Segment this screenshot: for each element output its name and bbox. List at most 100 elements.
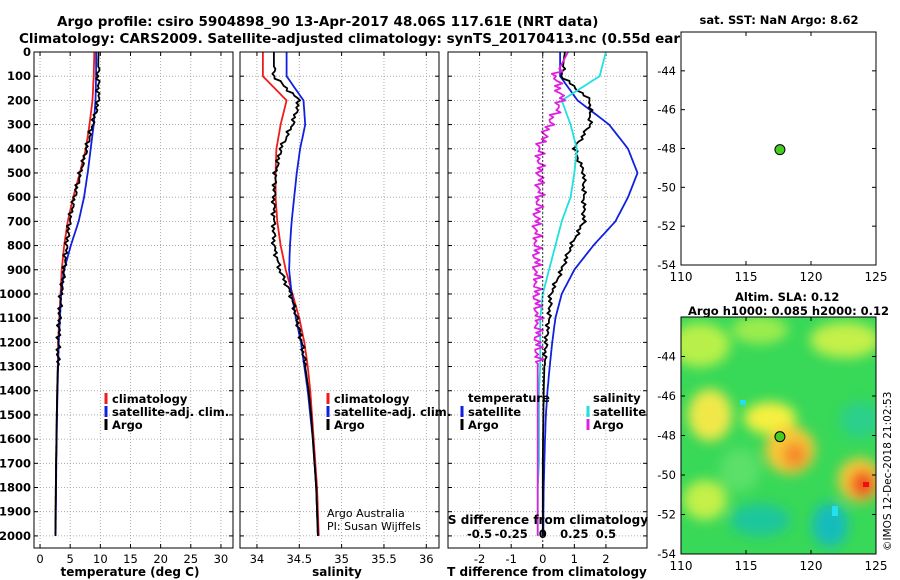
- y-tick-label: 700: [7, 214, 31, 228]
- legend-label-t-satellite: satellite: [468, 405, 521, 419]
- s-difference-axis: -0.5 -0.25 0 0.25 0.5: [467, 527, 616, 541]
- x-tick-label: 10: [93, 552, 108, 566]
- pressure-axis: 0 100 200 300 400 500 600 700 800 900 1000 1100 1200…: [0, 45, 31, 543]
- s-difference-tick-label: 0.5: [596, 527, 616, 541]
- lat-tick-label: -52: [657, 508, 676, 522]
- figure-title-line2: Climatology: CARS2009. Satellite-adjuste…: [19, 31, 711, 47]
- lon-tick-label: 120: [800, 559, 823, 573]
- lat-tick-label: -48: [657, 142, 676, 156]
- x-tick-label: -1: [505, 552, 516, 566]
- temperature-lines: [54, 52, 101, 536]
- lon-tick-label: 125: [865, 559, 888, 573]
- legend-label-argo: Argo: [334, 418, 365, 432]
- s-difference-tick-label: 0: [539, 527, 547, 541]
- x-tick-label: 0: [539, 552, 546, 566]
- figure-title-line1: Argo profile: csiro 5904898_90 13-Apr-20…: [57, 14, 598, 30]
- salinity-legend: climatology satellite-adj. clim. Argo: [326, 392, 451, 432]
- timestamp-watermark: ©IMOS 12-Dec-2018 21:02:53: [882, 392, 894, 551]
- lat-tick-label: -54: [657, 258, 676, 272]
- legend-label-s-argo: Argo: [593, 418, 624, 432]
- x-tick-label: 25: [183, 552, 198, 566]
- y-tick-label: 800: [7, 239, 31, 253]
- legend-heading-salinity: salinity: [593, 391, 641, 405]
- salinity-frame: [239, 51, 440, 549]
- y-tick-label: 1200: [0, 335, 31, 349]
- t-difference-axis: -2 -1 0 1 2: [474, 552, 610, 566]
- sla-map-panel: Altim. SLA: 0.12 Argo h1000: 0.085 h2000…: [657, 290, 894, 573]
- sla-low-patch: [740, 400, 746, 405]
- legend-heading-temperature: temperature: [468, 391, 550, 405]
- x-tick-label: -2: [474, 552, 485, 566]
- sla-axes: 110 115 120 125 -44 -46 -48 -50 -52 -54: [657, 317, 887, 573]
- y-tick-label: 1800: [0, 481, 31, 495]
- temperature-grid: [34, 51, 233, 548]
- y-tick-label: 1100: [0, 311, 31, 325]
- x-tick-label: 34.5: [286, 552, 312, 566]
- sla-title-line2: Argo h1000: 0.085 h2000: 0.12: [688, 304, 889, 318]
- y-tick-label: 400: [7, 142, 31, 156]
- lat-tick-label: -44: [657, 350, 676, 364]
- x-tick-label: 15: [123, 552, 138, 566]
- series-line-argo: [54, 52, 101, 536]
- lon-tick-label: 115: [735, 559, 758, 573]
- t-difference-xlabel: T difference from climatology: [447, 565, 647, 579]
- temperature-axis: 0 5 10 15 20 25 30: [36, 552, 228, 566]
- y-tick-label: 1600: [0, 432, 31, 446]
- sst-title: sat. SST: NaN Argo: 8.62: [699, 13, 858, 27]
- legend-label-satellite-adj: satellite-adj. clim.: [112, 405, 229, 419]
- temperature-panel: 0100200300400500600700800900100011001200…: [0, 45, 234, 579]
- x-tick-label: 30: [214, 552, 229, 566]
- y-tick-label: 2000: [0, 529, 31, 543]
- series-line-temperature-satellite: [542, 52, 639, 536]
- legend-label-climatology: climatology: [334, 392, 410, 406]
- y-tick-label: 0: [23, 45, 31, 59]
- x-tick-label: 1: [571, 552, 578, 566]
- y-tick-label: 100: [7, 69, 31, 83]
- x-tick-label: 2: [602, 552, 609, 566]
- y-tick-label: 1300: [0, 360, 31, 374]
- lat-tick-label: -46: [657, 103, 676, 117]
- y-tick-label: 200: [7, 93, 31, 107]
- difference-legend-salinity: salinity satellite Argo: [586, 391, 646, 432]
- lat-tick-label: -44: [657, 64, 676, 78]
- sst-axes: 110 115 120 125 -44 -46 -48 -50 -52 -54: [657, 32, 887, 284]
- salinity-xlabel: salinity: [312, 565, 362, 579]
- s-difference-tick-label: -0.25: [495, 527, 528, 541]
- salinity-grid: [240, 51, 439, 548]
- y-tick-label: 900: [7, 263, 31, 277]
- credit-line2: PI: Susan Wijffels: [327, 520, 421, 533]
- lat-tick-label: -52: [657, 219, 676, 233]
- sla-high-patch: [863, 482, 869, 487]
- lon-tick-label: 115: [735, 270, 758, 284]
- x-tick-label: 5: [67, 552, 74, 566]
- x-tick-label: 0: [36, 552, 43, 566]
- salinity-lines: [261, 52, 320, 536]
- y-tick-label: 300: [7, 118, 31, 132]
- difference-panel: -2 -1 0 1 2 T difference from climatology S …: [447, 51, 648, 579]
- float-position-marker: [774, 431, 786, 443]
- sla-low-patch: [832, 506, 838, 516]
- legend-label-satellite-adj: satellite-adj. clim.: [334, 405, 451, 419]
- legend-label-argo: Argo: [112, 418, 143, 432]
- lat-tick-label: -48: [657, 429, 676, 443]
- lon-tick-label: 110: [670, 559, 693, 573]
- y-tick-label: 500: [7, 166, 31, 180]
- salinity-panel: 34 34.5 35 35.5 36 salinity climatology sate…: [239, 51, 451, 579]
- s-difference-tick-label: -0.5: [467, 527, 492, 541]
- s-difference-xlabel: S difference from climatology: [448, 513, 648, 527]
- y-tick-label: 1000: [0, 287, 31, 301]
- x-tick-label: 36: [419, 552, 434, 566]
- difference-lines: [531, 52, 639, 548]
- lon-tick-label: 110: [670, 270, 693, 284]
- lon-tick-label: 125: [865, 270, 888, 284]
- x-tick-label: 34: [250, 552, 265, 566]
- x-tick-label: 20: [153, 552, 168, 566]
- difference-frame: [447, 51, 648, 549]
- x-tick-label: 35.5: [371, 552, 397, 566]
- legend-label-s-satellite: satellite: [593, 405, 646, 419]
- sla-title-line1: Altim. SLA: 0.12: [735, 290, 839, 304]
- s-difference-tick-label: 0.25: [560, 527, 588, 541]
- series-line-argo: [270, 52, 319, 536]
- y-tick-label: 600: [7, 190, 31, 204]
